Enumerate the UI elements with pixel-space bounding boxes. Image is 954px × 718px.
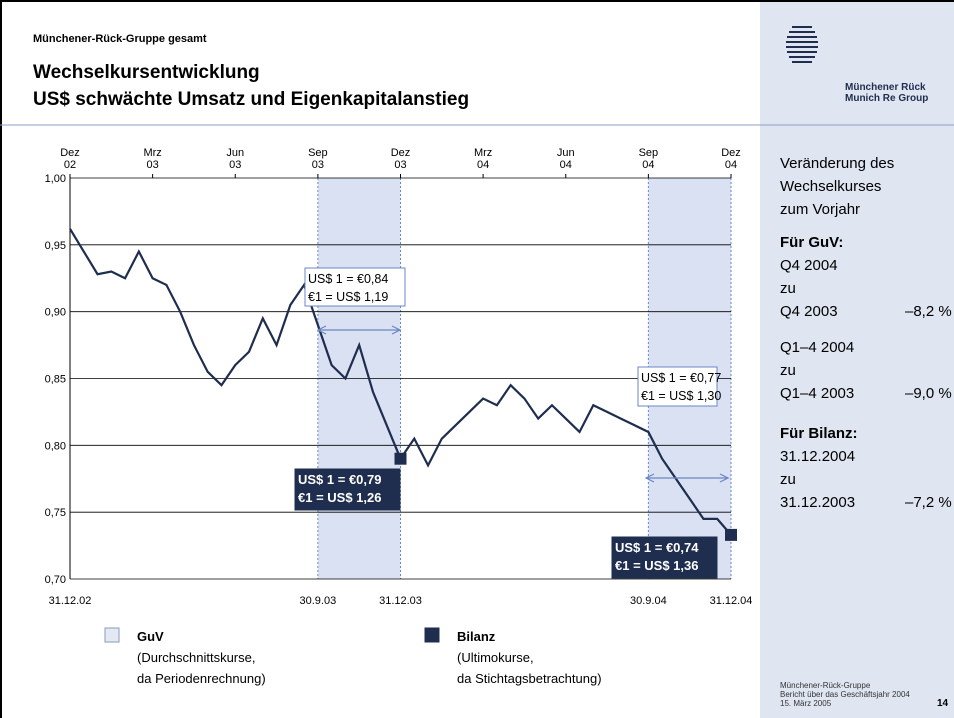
bilanz-point <box>394 452 407 465</box>
x-tick-label-line: 04 <box>560 159 572 171</box>
x-tick-label-line: Dez <box>60 147 80 159</box>
x-tick-label-line: 02 <box>64 159 76 171</box>
footer-text: 15. März 2005 <box>780 699 832 708</box>
x-tick-label-line: Jun <box>557 147 575 159</box>
date-label: 30.9.03 <box>300 595 337 607</box>
date-label: 30.9.04 <box>630 595 667 607</box>
y-tick-label: 0,95 <box>45 240 66 252</box>
sidebar-change: –7,2 % <box>905 494 952 511</box>
sidebar-text: 31.12.2003 <box>780 494 855 511</box>
logo-text: Münchener Rück <box>845 82 926 93</box>
x-tick-label: Dez 02 <box>60 147 80 171</box>
sidebar-heading: Für Bilanz: <box>780 425 858 442</box>
logo-text: Munich Re Group <box>845 93 928 104</box>
period-arrow <box>316 325 402 335</box>
x-tick-label-line: Mrz <box>143 147 161 159</box>
kicker: Münchener-Rück-Gruppe gesamt <box>33 33 207 45</box>
y-tick-label: 0,85 <box>45 374 66 386</box>
annotation-text: €1 = US$ 1,26 <box>298 490 381 505</box>
sidebar-text: zum Vorjahr <box>780 201 860 218</box>
annotation-text: €1 = US$ 1,36 <box>615 558 698 573</box>
sidebar-text: zu <box>780 471 796 488</box>
y-tick-label: 0,75 <box>45 507 66 519</box>
date-label: 31.12.03 <box>379 595 422 607</box>
annotation-text: US$ 1 = €0,79 <box>298 472 381 487</box>
sidebar-heading: Für GuV: <box>780 234 843 251</box>
x-tick-label-line: Sep <box>308 147 328 159</box>
annotation-text: €1 = US$ 1,19 <box>308 290 388 304</box>
x-tick-label: Jun 03 <box>226 147 244 171</box>
x-tick-label: Sep 03 <box>308 147 328 171</box>
x-tick-label: Mrz 04 <box>474 147 492 171</box>
x-tick-label: Dez 04 <box>721 147 741 171</box>
annotation-text: US$ 1 = €0,84 <box>308 272 388 286</box>
x-tick-label-line: 04 <box>725 159 737 171</box>
logo-mark <box>786 26 818 63</box>
title: Wechselkursentwicklung <box>33 62 260 83</box>
period-arrow <box>644 473 730 483</box>
legend-note: da Stichtagsbetrachtung) <box>457 671 602 686</box>
annotation-box <box>637 366 718 407</box>
y-tick-label: 1,00 <box>45 173 66 185</box>
legend-note: da Periodenrechnung) <box>137 671 266 686</box>
x-tick-label-line: 04 <box>477 159 489 171</box>
sidebar-text: Q1–4 2003 <box>780 385 854 402</box>
annotation-box <box>304 267 406 307</box>
x-tick-label: Sep 04 <box>639 147 659 171</box>
x-tick-label-line: 03 <box>312 159 324 171</box>
x-tick-label-line: Dez <box>391 147 411 159</box>
sidebar-bg <box>760 0 954 718</box>
annotation-text: US$ 1 = €0,77 <box>641 371 721 385</box>
x-tick-label-line: Sep <box>639 147 659 159</box>
x-tick-label-line: 03 <box>394 159 406 171</box>
legend-name: Bilanz <box>457 629 496 644</box>
annotation-box <box>611 536 718 579</box>
date-label: 31.12.04 <box>710 595 753 607</box>
sidebar-text: Veränderung des <box>780 155 894 172</box>
annotation-text: US$ 1 = €0,74 <box>615 540 699 555</box>
x-tick-label: Mrz 03 <box>143 147 161 171</box>
y-tick-label: 0,80 <box>45 440 66 452</box>
sidebar-text: Q4 2003 <box>780 303 838 320</box>
legend-name: GuV <box>137 629 164 644</box>
footer-text: Bericht über das Geschäftsjahr 2004 <box>780 690 910 699</box>
sidebar-text: zu <box>780 280 796 297</box>
bilanz-point <box>725 528 737 541</box>
sidebar-text: Q4 2004 <box>780 257 838 274</box>
annotation-text: €1 = US$ 1,30 <box>641 389 721 403</box>
y-tick-label: 0,70 <box>45 574 66 586</box>
sidebar-change: –8,2 % <box>905 303 952 320</box>
x-tick-label: Jun 04 <box>557 147 575 171</box>
x-tick-label: Dez 03 <box>391 147 411 171</box>
x-tick-label-line: Jun <box>226 147 244 159</box>
legend-note: (Durchschnittskurse, <box>137 650 255 665</box>
sidebar-change: –9,0 % <box>905 385 952 402</box>
x-tick-label-line: Mrz <box>474 147 492 159</box>
sidebar-text: 31.12.2004 <box>780 448 855 465</box>
date-label: 31.12.02 <box>49 595 92 607</box>
sidebar-text: Q1–4 2004 <box>780 339 854 356</box>
legend-swatch <box>424 627 440 643</box>
sidebar-text: zu <box>780 362 796 379</box>
footer-text: Münchener-Rück-Gruppe <box>780 681 871 690</box>
legend-swatch <box>104 627 120 643</box>
legend-note: (Ultimokurse, <box>457 650 534 665</box>
x-tick-label-line: 03 <box>147 159 159 171</box>
page-number: 14 <box>937 698 949 709</box>
title: US$ schwächte Umsatz und Eigenkapitalans… <box>33 89 469 110</box>
x-tick-label-line: 03 <box>229 159 241 171</box>
x-tick-label-line: 04 <box>642 159 654 171</box>
x-tick-label-line: Dez <box>721 147 741 159</box>
y-tick-label: 0,90 <box>45 307 66 319</box>
annotation-box <box>294 468 401 511</box>
sidebar-text: Wechselkurses <box>780 178 881 195</box>
